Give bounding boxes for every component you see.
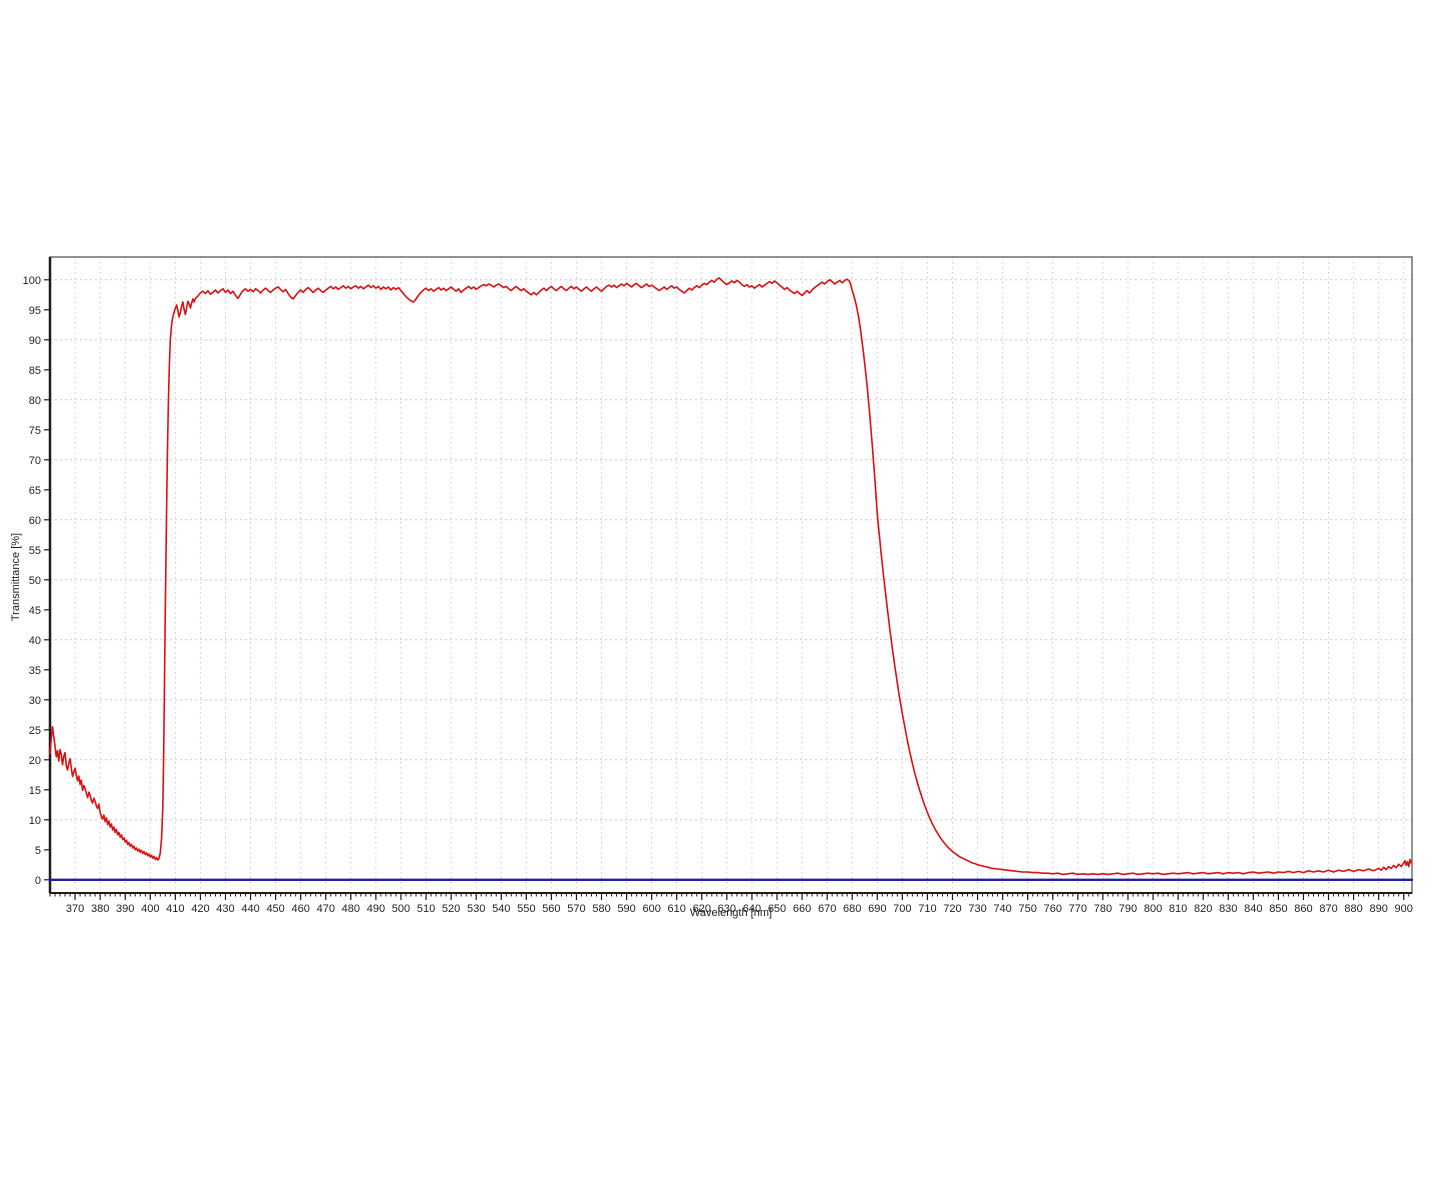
y-tick-label: 25 <box>29 725 41 737</box>
y-tick-label: 5 <box>35 845 41 857</box>
x-tick-label: 780 <box>1094 903 1112 915</box>
x-tick-label: 570 <box>567 903 585 915</box>
transmittance-curve <box>49 277 1412 876</box>
x-tick-label: 890 <box>1369 903 1387 915</box>
x-tick-label: 900 <box>1395 903 1413 915</box>
x-tick-label: 620 <box>693 903 711 915</box>
x-tick-label: 420 <box>191 903 209 915</box>
x-tick-label: 370 <box>66 903 84 915</box>
x-tick-label: 440 <box>241 903 259 915</box>
x-tick-label: 610 <box>668 903 686 915</box>
x-tick-label: 800 <box>1144 903 1162 915</box>
x-tick-label: 760 <box>1044 903 1062 915</box>
y-tick-label: 50 <box>29 575 41 587</box>
y-tick-label: 10 <box>29 815 41 827</box>
x-tick-label: 810 <box>1169 903 1187 915</box>
y-tick-label: 95 <box>29 305 41 317</box>
x-tick-label: 500 <box>392 903 410 915</box>
x-tick-label: 600 <box>642 903 660 915</box>
x-tick-label: 590 <box>617 903 635 915</box>
x-tick-label: 650 <box>768 903 786 915</box>
x-tick-label: 460 <box>292 903 310 915</box>
x-tick-label: 640 <box>743 903 761 915</box>
x-tick-label: 450 <box>266 903 284 915</box>
x-tick-label: 770 <box>1069 903 1087 915</box>
x-tick-label: 380 <box>91 903 109 915</box>
y-tick-label: 20 <box>29 755 41 767</box>
y-tick-label: 80 <box>29 395 41 407</box>
y-tick-label: 90 <box>29 335 41 347</box>
x-tick-label: 560 <box>542 903 560 915</box>
y-tick-label: 0 <box>35 875 41 887</box>
x-tick-label: 860 <box>1294 903 1312 915</box>
x-tick-label: 790 <box>1119 903 1137 915</box>
x-tick-label: 720 <box>943 903 961 915</box>
x-tick-label: 530 <box>467 903 485 915</box>
x-tick-label: 830 <box>1219 903 1237 915</box>
y-axis-title: Transmittance [%] <box>10 532 22 622</box>
x-tick-label: 670 <box>818 903 836 915</box>
y-tick-label: 65 <box>29 485 41 497</box>
x-tick-label: 430 <box>216 903 234 915</box>
x-tick-label: 540 <box>492 903 510 915</box>
x-tick-label: 580 <box>592 903 610 915</box>
x-tick-label: 690 <box>868 903 886 915</box>
plot-border <box>49 256 1413 894</box>
x-tick-label: 520 <box>442 903 460 915</box>
x-tick-label: 730 <box>968 903 986 915</box>
x-tick-label: 660 <box>793 903 811 915</box>
x-axis-title: Wavelength [nm] <box>689 907 773 919</box>
x-tick-label: 390 <box>116 903 134 915</box>
y-tick-label: 15 <box>29 785 41 797</box>
y-tick-label: 35 <box>29 665 41 677</box>
x-tick-label: 550 <box>517 903 535 915</box>
x-tick-label: 740 <box>993 903 1011 915</box>
y-tick-label: 85 <box>29 365 41 377</box>
x-tick-label: 840 <box>1244 903 1262 915</box>
x-tick-label: 710 <box>918 903 936 915</box>
x-tick-label: 400 <box>141 903 159 915</box>
y-tick-label: 60 <box>29 515 41 527</box>
y-tick-label: 40 <box>29 635 41 647</box>
x-tick-label: 680 <box>843 903 861 915</box>
x-tick-label: 630 <box>718 903 736 915</box>
x-tick-label: 870 <box>1319 903 1337 915</box>
x-tick-label: 470 <box>317 903 335 915</box>
y-tick-label: 45 <box>29 605 41 617</box>
x-tick-label: 480 <box>342 903 360 915</box>
x-tick-label: 880 <box>1344 903 1362 915</box>
y-tick-label: 55 <box>29 545 41 557</box>
x-tick-label: 510 <box>417 903 435 915</box>
y-tick-label: 70 <box>29 455 41 467</box>
y-tick-label: 100 <box>23 275 41 287</box>
x-tick-label: 820 <box>1194 903 1212 915</box>
y-tick-label: 30 <box>29 695 41 707</box>
y-tick-label: 75 <box>29 425 41 437</box>
x-tick-label: 850 <box>1269 903 1287 915</box>
x-tick-label: 490 <box>367 903 385 915</box>
x-tick-label: 750 <box>1019 903 1037 915</box>
x-tick-label: 410 <box>166 903 184 915</box>
x-tick-label: 700 <box>893 903 911 915</box>
